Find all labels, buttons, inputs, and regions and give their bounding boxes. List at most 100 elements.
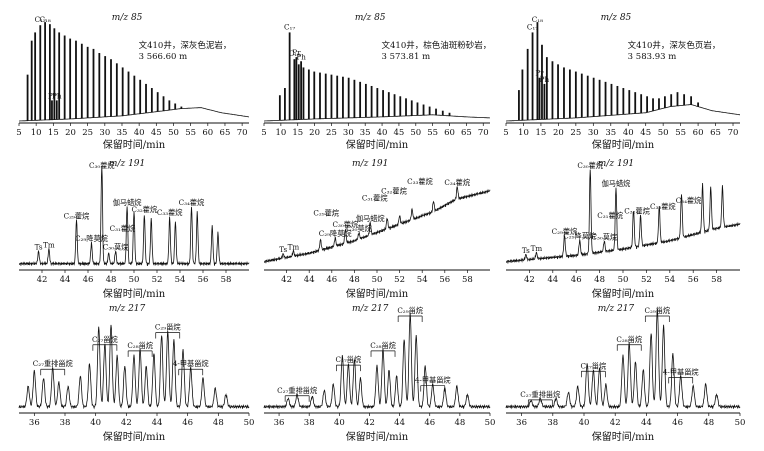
- x-tick-label: 38: [60, 418, 71, 428]
- peak-bar: [364, 83, 367, 118]
- mz-label: m/z 217: [598, 304, 635, 314]
- peak-bar: [441, 110, 444, 116]
- peak-bar: [139, 79, 142, 114]
- x-tick-label: 70: [478, 128, 489, 138]
- x-tick-label: 30: [343, 128, 354, 138]
- x-tick-label: 40: [377, 128, 388, 138]
- x-tick-label: 5: [16, 128, 21, 138]
- peak-label: Ts: [35, 243, 43, 252]
- peak-label: C₂₈甾烷: [370, 341, 396, 350]
- x-tick-label: 20: [65, 128, 76, 138]
- peak-bar: [284, 88, 286, 121]
- x-tick-label: 44: [547, 275, 558, 285]
- panel-4: 42 44 46 48 50 52 54 56 58 保留时间/min m/z 191 Ts Tm C₃₀…: [19, 159, 250, 300]
- x-tick-label: 46: [424, 418, 435, 428]
- x-tick-label: 50: [372, 275, 383, 285]
- peak-label: Ts: [522, 246, 530, 255]
- peak-bar: [127, 71, 130, 116]
- sample-label: 3 573.81 m: [382, 52, 431, 62]
- x-tick-label: 46: [672, 418, 683, 428]
- peak-label: Tm: [288, 242, 300, 251]
- x-tick-label: 36: [516, 418, 527, 428]
- peak-bar: [592, 77, 595, 117]
- x-tick-label: 58: [462, 275, 473, 285]
- sample-label: 文410井，深灰色泥岩，: [139, 40, 232, 51]
- peak-bar: [536, 22, 539, 120]
- peak-bar: [580, 73, 583, 118]
- x-tick-label: 52: [394, 275, 405, 285]
- peak-bar: [574, 71, 577, 118]
- x-tick-label: 56: [439, 275, 450, 285]
- peak-bar: [278, 95, 281, 121]
- chromatogram-trace: [264, 186, 491, 264]
- x-axis-title: 保留时间/min: [592, 430, 655, 443]
- peak-label: C₂₉降莫烷: [319, 229, 352, 238]
- x-tick-label: 50: [618, 275, 629, 285]
- peak-bar: [26, 74, 29, 121]
- peak-label: C₂₉藿烷: [552, 227, 578, 236]
- peak-label: C₂₉降莫烷: [563, 232, 596, 241]
- peak-label: C₂₉甾烷: [397, 306, 423, 315]
- x-tick-label: 46: [83, 275, 94, 285]
- peak-bar: [174, 103, 177, 110]
- x-tick-label: 45: [394, 128, 405, 138]
- x-tick-label: 55: [675, 128, 686, 138]
- mz-label: m/z 191: [109, 159, 145, 169]
- x-tick-label: 45: [151, 128, 162, 138]
- panel-3: 5 10 15 20 25 30 35 40 45 50 55 60 65 70 保留时间/min m/z 8…: [503, 13, 741, 151]
- peak-label: 4-甲基甾烷: [663, 367, 699, 376]
- x-tick-label: 54: [175, 275, 186, 285]
- peak-label: C₂₈甾烷: [127, 341, 153, 350]
- peak-label: C₃₃藿烷: [157, 208, 183, 217]
- peak-bar: [330, 74, 333, 119]
- panel-8: 36 38 40 42 44 46 48 50 保留时间/min m/z 217 C₂₇重排甾烷 C₂…: [263, 304, 495, 443]
- x-tick-label: 46: [182, 418, 193, 428]
- x-tick-label: 58: [221, 275, 232, 285]
- x-tick-label: 48: [703, 418, 714, 428]
- x-axis-title: 保留时间/min: [346, 138, 409, 151]
- peak-bar: [435, 108, 437, 116]
- x-tick-label: 54: [664, 275, 675, 285]
- peak-bar: [39, 25, 42, 121]
- chromatogram-trace: [505, 308, 741, 410]
- peak-label: Pr: [292, 48, 301, 57]
- x-tick-label: 5: [261, 128, 266, 138]
- peak-bar: [521, 69, 524, 121]
- peak-bar: [293, 59, 296, 120]
- x-tick-label: 50: [410, 128, 421, 138]
- peak-bar: [538, 77, 541, 120]
- x-tick-label: 40: [334, 418, 345, 428]
- x-tick-label: 65: [710, 128, 721, 138]
- peak-bar: [610, 83, 613, 116]
- peak-bar: [676, 92, 679, 106]
- sample-label: 文410井，深灰色页岩，: [628, 40, 721, 51]
- peak-label: Tm: [43, 240, 55, 249]
- peak-bar: [646, 96, 648, 113]
- mz-label: m/z 191: [352, 159, 388, 169]
- peak-label: Pr: [48, 91, 57, 100]
- peak-label: C₂₇重排甾烷: [33, 359, 73, 368]
- peak-bar: [63, 35, 66, 120]
- x-tick-label: 44: [641, 418, 652, 428]
- x-tick-label: 20: [553, 128, 564, 138]
- x-tick-label: 44: [152, 418, 163, 428]
- peak-bar: [30, 40, 33, 121]
- x-tick-label: 35: [605, 128, 616, 138]
- x-tick-label: 60: [693, 128, 704, 138]
- peak-bar: [604, 81, 607, 116]
- x-tick-label: 48: [213, 418, 224, 428]
- peak-bar: [44, 22, 46, 120]
- peak-label: 4-甲基甾烷: [415, 376, 451, 385]
- peak-label: Ph: [296, 52, 306, 61]
- peak-bar: [180, 106, 183, 109]
- x-tick-label: 35: [360, 128, 371, 138]
- peak-bar: [353, 79, 356, 118]
- peak-bar: [652, 98, 654, 111]
- peak-bar: [634, 92, 637, 114]
- peak-label: C₃₂藿烷: [381, 186, 407, 195]
- peak-bar: [622, 88, 625, 115]
- peak-bar: [690, 96, 693, 105]
- panel-5: 42 44 46 48 50 52 54 56 58 保留时间/min m/z 191 Ts Tm C₂₉…: [264, 159, 491, 300]
- peak-label: C₃₀藿烷: [333, 220, 359, 229]
- x-tick-label: 50: [735, 418, 746, 428]
